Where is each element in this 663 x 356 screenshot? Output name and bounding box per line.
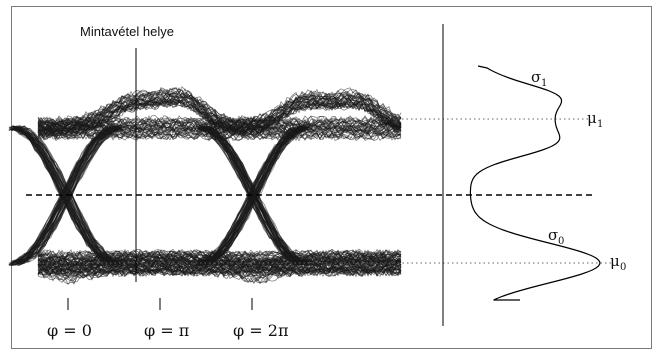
- sampling-point-label: Mintavétel helye: [80, 24, 174, 39]
- svg-text:0: 0: [558, 236, 564, 247]
- svg-text:μ: μ: [610, 252, 620, 270]
- phase-label-2pi: φ = 2π: [233, 321, 288, 340]
- svg-text:σ: σ: [548, 226, 558, 244]
- eye-pattern: [8, 85, 402, 286]
- svg-text:σ: σ: [531, 68, 541, 86]
- phase-label-0: φ = 0: [47, 321, 92, 340]
- mu1-label: μ 1: [587, 109, 603, 130]
- sigma0-label: σ 0: [548, 226, 564, 247]
- svg-text:μ: μ: [587, 109, 597, 127]
- svg-text:0: 0: [620, 262, 626, 273]
- probability-density-curve: [469, 65, 601, 301]
- mu0-label: μ 0: [610, 252, 626, 273]
- sigma1-label: σ 1: [531, 68, 547, 89]
- phase-label-pi: φ = π: [144, 321, 189, 340]
- svg-text:1: 1: [541, 78, 547, 89]
- svg-text:1: 1: [597, 119, 603, 130]
- figure-border: [11, 6, 652, 349]
